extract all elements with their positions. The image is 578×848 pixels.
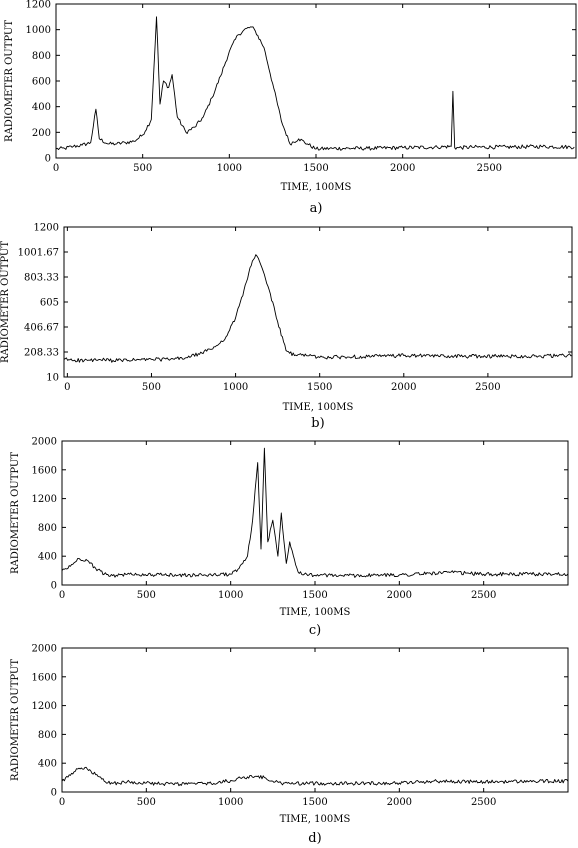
chart-panel-d: 0 500 1000 1500 2000 2500 0 400 800 1200 1600 2000 T… [10, 644, 569, 846]
y-tick-label: 0 [51, 788, 57, 799]
x-axis-label: TIME, 100MS [281, 182, 352, 193]
x-axis-label: TIME, 100MS [280, 814, 351, 825]
x-axis-label: TIME, 100MS [283, 402, 354, 413]
y-tick-label: 10 [46, 373, 59, 384]
y-tick-label: 208.33 [24, 348, 59, 359]
panel-label: d) [308, 831, 321, 846]
x-tick-label: 0 [53, 163, 59, 174]
y-tick-label: 600 [32, 77, 51, 88]
y-axis-label: RADIOMETER OUTPUT [10, 659, 21, 781]
x-tick-label: 1000 [223, 382, 248, 393]
x-tick-label: 2500 [471, 797, 496, 808]
x-tick-label: 0 [64, 382, 70, 393]
plot-frame [61, 440, 569, 586]
x-tick-label: 1000 [217, 163, 242, 174]
y-axis-label: RADIOMETER OUTPUT [0, 241, 11, 363]
x-tick-label: 2000 [391, 382, 416, 393]
y-tick-label: 800 [38, 523, 57, 534]
y-tick-label: 605 [40, 298, 59, 309]
series-line [61, 766, 569, 787]
x-tick-label: 1000 [218, 797, 243, 808]
x-tick-label: 500 [142, 382, 161, 393]
y-tick-label: 1200 [26, 0, 51, 11]
plot-frame [55, 3, 577, 159]
series-line [55, 16, 575, 151]
panel-label: b) [311, 416, 324, 431]
y-tick-label: 0 [45, 154, 51, 165]
y-axis-label: RADIOMETER OUTPUT [4, 20, 15, 142]
series-line [63, 254, 573, 363]
x-tick-label: 2000 [390, 163, 415, 174]
y-tick-label: 200 [32, 128, 51, 139]
chart-panel-c: 0 500 1000 1500 2000 2500 0 400 800 1200 1600 2000 T… [10, 437, 569, 638]
y-tick-label: 406.67 [24, 322, 59, 333]
series-line [61, 447, 569, 578]
plot-frame [61, 647, 569, 793]
y-tick-label: 1000 [26, 25, 51, 36]
x-tick-label: 500 [133, 163, 152, 174]
x-axis-label: TIME, 100MS [280, 607, 351, 618]
y-tick-label: 400 [32, 102, 51, 113]
y-tick-label: 1001.67 [18, 247, 59, 258]
x-tick-label: 2000 [387, 590, 412, 601]
chart-panel-b: 0 500 1000 1500 2000 2500 10 208.33 406.67 605 803… [0, 223, 573, 431]
y-tick-label: 803.33 [24, 273, 59, 284]
x-tick-label: 1500 [303, 163, 328, 174]
x-tick-label: 500 [137, 797, 156, 808]
x-tick-label: 2000 [387, 797, 412, 808]
y-tick-label: 1200 [32, 494, 57, 505]
y-tick-label: 800 [38, 730, 57, 741]
x-tick-label: 1500 [302, 590, 327, 601]
x-tick-label: 1500 [302, 797, 327, 808]
x-tick-label: 2500 [475, 382, 500, 393]
y-tick-label: 400 [38, 759, 57, 770]
y-tick-label: 800 [32, 51, 51, 62]
panel-label: c) [309, 623, 321, 638]
x-tick-label: 2500 [477, 163, 502, 174]
y-tick-label: 1200 [32, 701, 57, 712]
panel-label: a) [310, 201, 323, 216]
y-tick-label: 0 [51, 581, 57, 592]
chart-panel-a: 0 500 1000 1500 2000 2500 0 200 400 600 800 1000 120… [4, 0, 577, 216]
y-tick-label: 2000 [32, 437, 57, 448]
y-tick-label: 2000 [32, 644, 57, 655]
y-axis-label: RADIOMETER OUTPUT [10, 452, 21, 574]
plot-frame [63, 226, 573, 378]
y-tick-label: 1600 [32, 672, 57, 683]
y-tick-label: 400 [38, 552, 57, 563]
y-tick-label: 1600 [32, 465, 57, 476]
x-tick-label: 0 [59, 797, 65, 808]
x-tick-label: 2500 [471, 590, 496, 601]
x-tick-label: 1000 [218, 590, 243, 601]
x-tick-label: 1500 [307, 382, 332, 393]
x-tick-label: 500 [137, 590, 156, 601]
y-tick-label: 1200 [34, 223, 59, 234]
x-tick-label: 0 [59, 590, 65, 601]
